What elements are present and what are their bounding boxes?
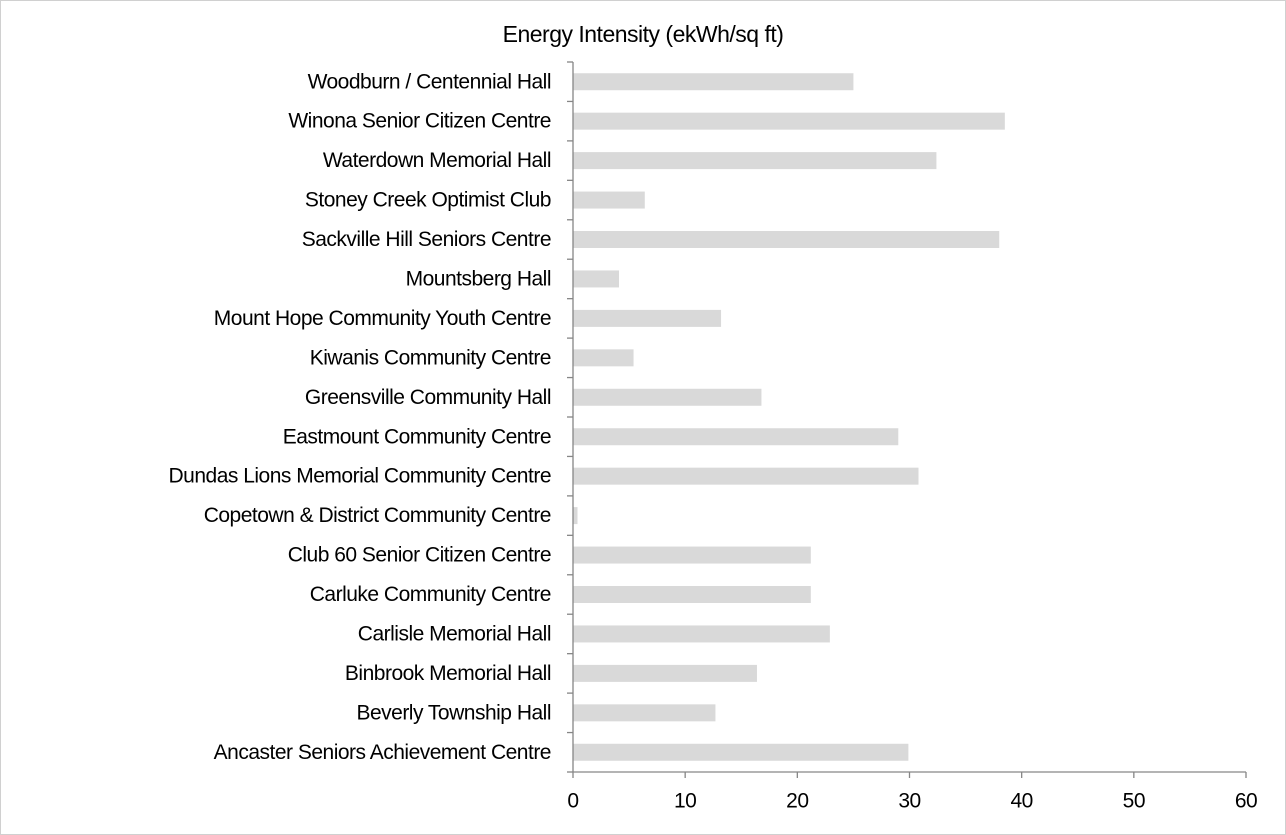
y-tick-label: Beverly Township Hall bbox=[356, 701, 551, 724]
y-tick-label: Mountsberg Hall bbox=[406, 267, 551, 290]
bar bbox=[573, 112, 1005, 130]
bar bbox=[573, 152, 937, 170]
y-tick-label: Carluke Community Centre bbox=[310, 583, 551, 606]
bar bbox=[573, 73, 854, 91]
x-tick-label: 0 bbox=[567, 790, 578, 813]
bar bbox=[573, 467, 919, 485]
y-tick-label: Binbrook Memorial Hall bbox=[345, 662, 551, 685]
y-tick-label: Greensville Community Hall bbox=[305, 386, 551, 409]
x-tick-label: 20 bbox=[786, 790, 808, 813]
y-tick-label: Club 60 Senior Citizen Centre bbox=[288, 544, 551, 567]
bar bbox=[573, 704, 716, 722]
bar bbox=[573, 507, 578, 525]
bar bbox=[573, 546, 811, 564]
y-tick-label: Kiwanis Community Centre bbox=[310, 346, 551, 369]
bar bbox=[573, 231, 1000, 248]
x-tick-label: 30 bbox=[898, 790, 920, 813]
bar bbox=[573, 270, 619, 288]
bar bbox=[573, 743, 909, 761]
bar bbox=[573, 309, 722, 327]
y-tick-label: Mount Hope Community Youth Centre bbox=[214, 307, 551, 330]
y-tick-label: Copetown & District Community Centre bbox=[204, 504, 551, 527]
bar bbox=[573, 625, 830, 643]
y-tick-label: Woodburn / Centennial Hall bbox=[308, 70, 551, 93]
bar bbox=[573, 428, 899, 446]
bar bbox=[573, 191, 645, 209]
y-tick-label: Waterdown Memorial Hall bbox=[323, 149, 551, 172]
x-tick-label: 10 bbox=[674, 790, 696, 813]
y-tick-label: Stoney Creek Optimist Club bbox=[305, 189, 551, 212]
y-tick-label: Sackville Hill Seniors Centre bbox=[302, 228, 551, 251]
x-tick-label: 60 bbox=[1235, 790, 1257, 813]
bar bbox=[573, 664, 757, 682]
bar bbox=[573, 586, 811, 603]
y-tick-label: Winona Senior Citizen Centre bbox=[288, 110, 551, 133]
y-tick-label: Carlisle Memorial Hall bbox=[358, 622, 551, 645]
y-tick-label: Dundas Lions Memorial Community Centre bbox=[169, 465, 552, 488]
chart-title: Energy Intensity (ekWh/sq ft) bbox=[503, 21, 784, 47]
bar bbox=[573, 349, 634, 367]
x-tick-label: 40 bbox=[1010, 790, 1032, 813]
y-tick-label: Ancaster Seniors Achievement Centre bbox=[214, 741, 551, 764]
x-tick-label: 50 bbox=[1123, 790, 1145, 813]
y-tick-label: Eastmount Community Centre bbox=[283, 425, 551, 448]
bar bbox=[573, 388, 762, 406]
